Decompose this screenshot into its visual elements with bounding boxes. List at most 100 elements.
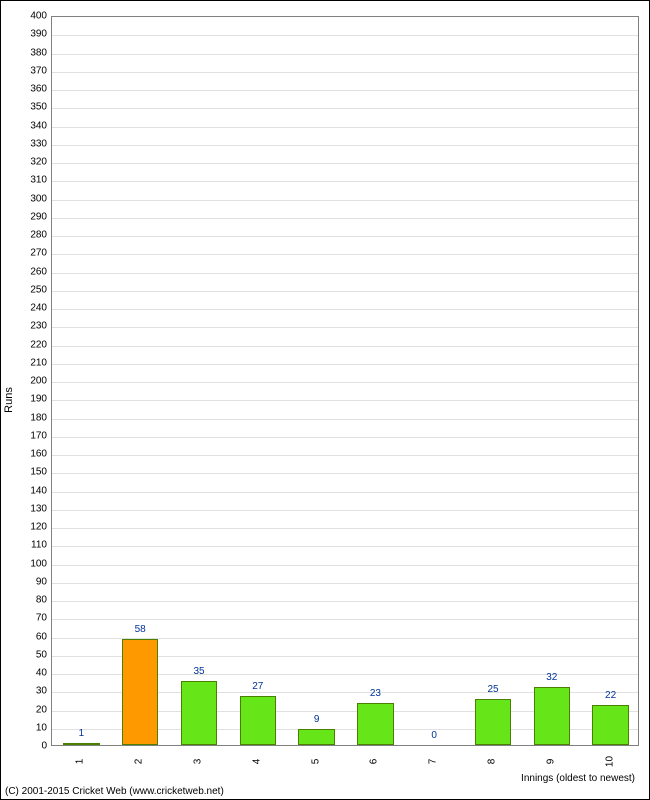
- gridline: [52, 546, 638, 547]
- gridline: [52, 455, 638, 456]
- x-tick-label: 1: [75, 759, 86, 765]
- x-tick-label: 6: [369, 759, 380, 765]
- gridline: [52, 364, 638, 365]
- gridline: [52, 419, 638, 420]
- y-tick-label: 140: [30, 485, 47, 496]
- bar: [298, 729, 334, 745]
- y-tick-label: 190: [30, 394, 47, 405]
- gridline: [52, 35, 638, 36]
- y-tick-label: 20: [36, 704, 47, 715]
- y-tick-label: 60: [36, 631, 47, 642]
- gridline: [52, 583, 638, 584]
- x-tick-label: 10: [604, 756, 615, 767]
- plot-area: 15835279230253222: [51, 16, 639, 746]
- y-tick-label: 170: [30, 430, 47, 441]
- gridline: [52, 72, 638, 73]
- x-tick-label: 4: [251, 759, 262, 765]
- gridline: [52, 346, 638, 347]
- y-tick-label: 0: [41, 741, 47, 752]
- y-tick-label: 270: [30, 248, 47, 259]
- gridline: [52, 127, 638, 128]
- y-tick-label: 80: [36, 595, 47, 606]
- gridline: [52, 145, 638, 146]
- bar: [475, 699, 511, 745]
- y-tick-label: 180: [30, 412, 47, 423]
- x-axis-label: Innings (oldest to newest): [521, 773, 635, 784]
- copyright-text: (C) 2001-2015 Cricket Web (www.cricketwe…: [5, 786, 224, 797]
- gridline: [52, 181, 638, 182]
- gridline: [52, 400, 638, 401]
- y-tick-label: 50: [36, 649, 47, 660]
- gridline: [52, 601, 638, 602]
- bar: [592, 705, 628, 745]
- bar-value-label: 25: [487, 684, 498, 695]
- gridline: [52, 309, 638, 310]
- gridline: [52, 291, 638, 292]
- y-tick-label: 310: [30, 175, 47, 186]
- y-tick-label: 160: [30, 449, 47, 460]
- bar-value-label: 9: [314, 714, 320, 725]
- bar-value-label: 0: [431, 730, 437, 741]
- gridline: [52, 437, 638, 438]
- gridline: [52, 236, 638, 237]
- y-tick-label: 350: [30, 102, 47, 113]
- bar: [181, 681, 217, 745]
- y-tick-label: 30: [36, 686, 47, 697]
- bar: [534, 687, 570, 745]
- x-tick-label: 9: [545, 759, 556, 765]
- bar-value-label: 58: [135, 624, 146, 635]
- gridline: [52, 492, 638, 493]
- y-tick-label: 220: [30, 339, 47, 350]
- gridline: [52, 273, 638, 274]
- x-tick-label: 5: [310, 759, 321, 765]
- bar: [240, 696, 276, 745]
- y-tick-label: 250: [30, 284, 47, 295]
- gridline: [52, 619, 638, 620]
- x-tick-label: 7: [428, 759, 439, 765]
- y-tick-label: 300: [30, 193, 47, 204]
- y-tick-label: 200: [30, 376, 47, 387]
- y-tick-label: 150: [30, 467, 47, 478]
- gridline: [52, 473, 638, 474]
- y-tick-label: 100: [30, 558, 47, 569]
- y-tick-label: 40: [36, 668, 47, 679]
- gridline: [52, 200, 638, 201]
- y-tick-label: 380: [30, 47, 47, 58]
- y-tick-label: 360: [30, 84, 47, 95]
- x-tick-label: 8: [487, 759, 498, 765]
- x-tick-label: 3: [193, 759, 204, 765]
- bar-value-label: 22: [605, 690, 616, 701]
- bar-value-label: 1: [79, 728, 85, 739]
- y-tick-label: 320: [30, 157, 47, 168]
- chart-frame: 15835279230253222 Runs Innings (oldest t…: [0, 0, 650, 800]
- x-tick-label: 2: [134, 759, 145, 765]
- gridline: [52, 108, 638, 109]
- y-tick-label: 260: [30, 266, 47, 277]
- gridline: [52, 163, 638, 164]
- bar-value-label: 35: [193, 666, 204, 677]
- gridline: [52, 528, 638, 529]
- gridline: [52, 510, 638, 511]
- gridline: [52, 254, 638, 255]
- gridline: [52, 327, 638, 328]
- y-tick-label: 400: [30, 11, 47, 22]
- bar-value-label: 32: [546, 672, 557, 683]
- y-tick-label: 120: [30, 522, 47, 533]
- bar-value-label: 23: [370, 688, 381, 699]
- y-tick-label: 90: [36, 576, 47, 587]
- y-tick-label: 240: [30, 303, 47, 314]
- y-tick-label: 70: [36, 613, 47, 624]
- bar: [63, 743, 99, 745]
- gridline: [52, 90, 638, 91]
- gridline: [52, 54, 638, 55]
- y-tick-label: 370: [30, 65, 47, 76]
- y-tick-label: 230: [30, 321, 47, 332]
- y-tick-label: 130: [30, 503, 47, 514]
- y-tick-label: 210: [30, 357, 47, 368]
- y-axis-label: Runs: [3, 387, 15, 413]
- y-tick-label: 280: [30, 230, 47, 241]
- y-tick-label: 390: [30, 29, 47, 40]
- y-tick-label: 110: [31, 540, 47, 551]
- y-tick-label: 10: [36, 722, 47, 733]
- gridline: [52, 565, 638, 566]
